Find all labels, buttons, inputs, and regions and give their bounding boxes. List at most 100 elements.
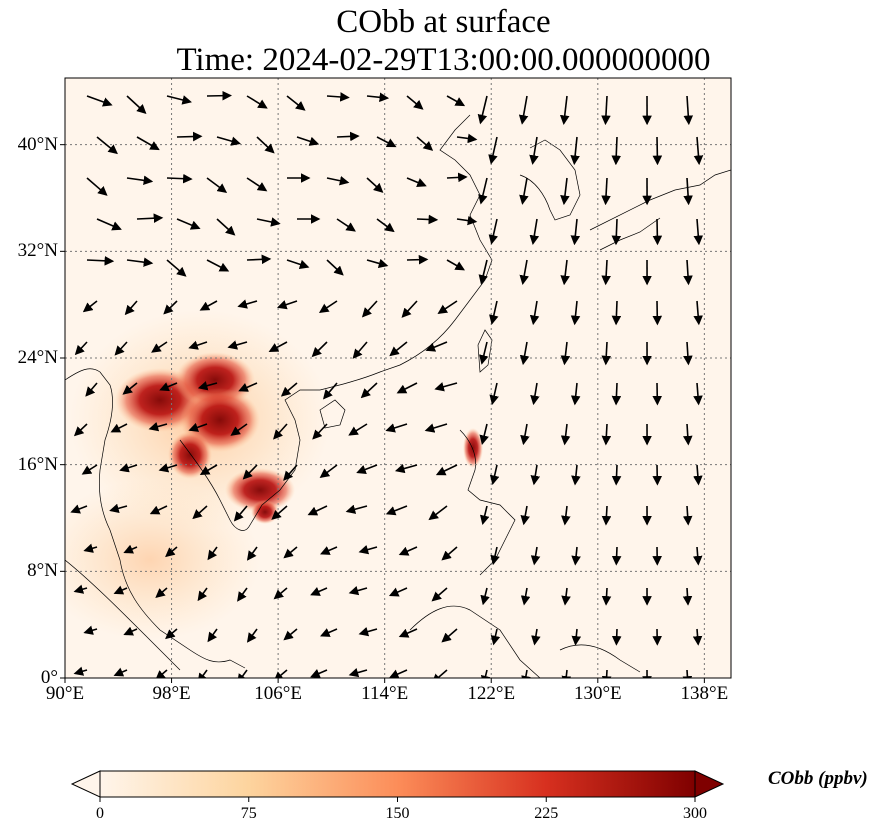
coastline-philippines-north: [459, 429, 516, 576]
wind-arrow: [434, 382, 458, 392]
wind-arrow: [518, 95, 529, 125]
map-title: CObb at surface: [336, 4, 551, 40]
coastline-korea: [519, 139, 581, 221]
wind-arrow: [268, 341, 288, 352]
wind-arrow: [570, 300, 581, 326]
wind-arrow: [479, 505, 490, 526]
y-tick-label: 24°N: [17, 347, 58, 368]
wind-arrow: [320, 546, 338, 555]
wind-arrow: [74, 341, 88, 356]
wind-arrow: [601, 95, 611, 126]
wind-arrow: [398, 546, 418, 556]
wind-arrow: [286, 259, 310, 270]
coastline-taiwan: [477, 329, 493, 373]
wind-arrow: [149, 505, 168, 515]
colorbar-tick-label: 150: [385, 805, 410, 822]
wind-arrow: [246, 95, 268, 109]
wind-arrow: [683, 341, 693, 366]
wind-arrow: [446, 95, 466, 107]
wind-arrow: [199, 464, 218, 476]
wind-arrow: [216, 136, 241, 146]
x-tick-label: 138°E: [680, 683, 729, 704]
wind-arrow: [113, 667, 128, 677]
x-tick-label: 90°E: [45, 683, 85, 704]
wind-arrow: [490, 628, 501, 646]
wind-arrow: [119, 463, 138, 473]
wind-arrow: [206, 90, 232, 101]
wind-arrow: [531, 628, 541, 646]
wind-arrow: [489, 464, 500, 486]
x-tick-label: 122°E: [467, 683, 516, 704]
wind-arrow: [437, 300, 458, 314]
wind-arrow: [155, 587, 168, 599]
wind-arrow: [570, 136, 580, 166]
wind-arrow: [682, 505, 693, 526]
wind-arrow: [283, 546, 298, 559]
wind-arrow: [192, 505, 208, 520]
wind-arrow: [456, 215, 478, 226]
colorbar-tick-label: 300: [683, 805, 707, 822]
wind-arrow: [151, 341, 168, 353]
wind-arrow: [693, 382, 703, 406]
wind-arrow: [376, 136, 397, 148]
wind-arrow: [165, 628, 178, 640]
wind-arrow: [530, 546, 541, 566]
wind-arrow: [109, 503, 128, 513]
wind-arrow: [428, 505, 448, 521]
wind-arrow: [601, 505, 612, 526]
wind-arrow: [601, 177, 611, 206]
wind-arrow: [406, 254, 429, 265]
wind-arrow: [520, 423, 530, 446]
wind-arrow: [176, 131, 203, 142]
wind-arrow: [431, 669, 448, 678]
wind-arrow: [611, 546, 622, 566]
y-tick-label: 16°N: [17, 453, 58, 475]
wind-arrow: [312, 423, 328, 440]
wind-arrow: [286, 95, 306, 111]
wind-arrow: [571, 464, 581, 486]
wind-arrow: [310, 587, 328, 596]
y-tick-label: 40°N: [17, 133, 58, 155]
wind-arrow: [237, 669, 248, 678]
wind-arrow: [110, 423, 128, 433]
wind-arrow: [693, 300, 703, 326]
wind-arrow: [273, 587, 288, 600]
wind-arrow: [601, 259, 611, 286]
wind-arrow: [385, 505, 408, 516]
colorbar-tick-label: 75: [240, 805, 257, 822]
wind-arrow: [207, 628, 218, 643]
wind-arrow: [124, 300, 138, 316]
wind-arrow: [425, 341, 448, 352]
wind-arrow: [246, 177, 268, 192]
coastline-borneo: [409, 605, 541, 678]
wind-arrow: [570, 382, 581, 406]
wind-arrow: [237, 587, 248, 602]
wind-arrow: [85, 382, 98, 397]
wind-vectors: [70, 90, 704, 678]
wind-arrow: [136, 213, 164, 223]
wind-arrow: [276, 300, 298, 310]
wind-arrow: [489, 300, 499, 325]
wind-arrow: [388, 587, 408, 597]
wind-arrow: [601, 669, 612, 678]
plume-region-coast: [65, 480, 260, 640]
wind-arrow: [165, 546, 178, 558]
wind-arrow: [256, 217, 281, 227]
wind-arrow: [70, 504, 88, 514]
wind-arrow: [479, 341, 489, 365]
colorbar-extend-high: [694, 770, 725, 798]
wind-arrow: [561, 505, 571, 526]
coastline-hainan: [319, 399, 346, 429]
wind-arrow: [570, 218, 581, 246]
wind-arrow: [682, 669, 693, 678]
wind-arrow: [237, 299, 258, 309]
colorbar-tick-label: 0: [96, 805, 104, 822]
wind-arrow: [519, 177, 529, 205]
map-frame: [64, 77, 732, 679]
coastline-mainland: [65, 368, 246, 669]
wind-arrow: [348, 423, 368, 436]
wind-arrow: [529, 136, 539, 165]
wind-arrow: [682, 587, 693, 606]
wind-arrow: [233, 505, 248, 522]
wind-arrow: [561, 587, 571, 606]
